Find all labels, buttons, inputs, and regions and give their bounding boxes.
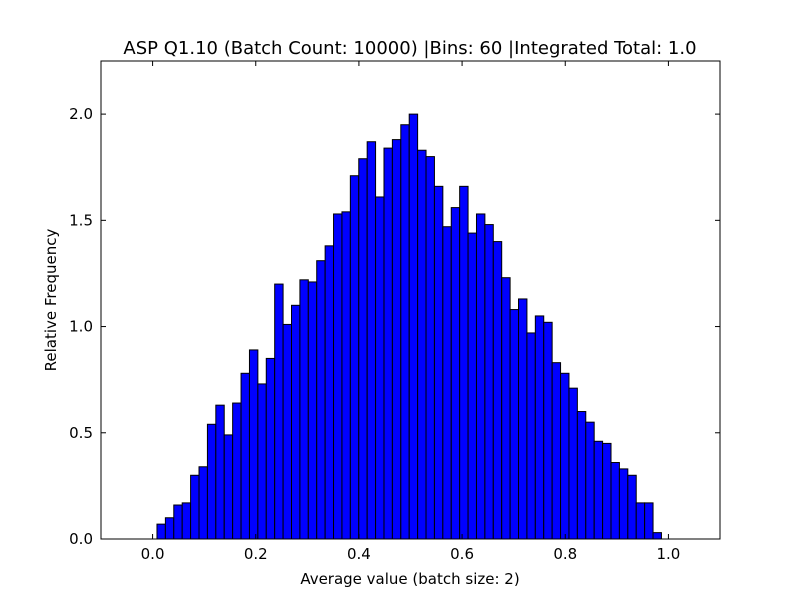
histogram-bar bbox=[257, 383, 267, 540]
y-tick-label: 0.0 bbox=[69, 530, 93, 548]
histogram-bar bbox=[265, 357, 276, 540]
x-axis: 0.0 0.2 0.4 0.6 0.8 1.0 bbox=[141, 61, 680, 563]
histogram-bar bbox=[501, 277, 511, 540]
histogram-bar bbox=[324, 245, 335, 540]
histogram-bar bbox=[644, 502, 654, 540]
x-axis-label: Average value (batch size: 2) bbox=[300, 570, 519, 588]
y-tick-label: 1.5 bbox=[69, 211, 93, 229]
y-tick-label: 0.5 bbox=[69, 424, 93, 442]
histogram-bar bbox=[400, 124, 410, 540]
x-tick-label: 0.6 bbox=[450, 545, 474, 563]
histogram-bar bbox=[349, 175, 360, 540]
chart-title: ASP Q1.10 (Batch Count: 10000) |Bins: 60… bbox=[123, 38, 696, 59]
histogram-bar bbox=[156, 523, 166, 540]
y-tick-label: 1.0 bbox=[69, 318, 93, 336]
histogram-bar bbox=[232, 402, 242, 540]
histogram-bar bbox=[299, 279, 309, 540]
histogram-bar bbox=[492, 241, 503, 540]
histogram-bar bbox=[366, 141, 377, 540]
histogram-bar bbox=[652, 532, 662, 540]
x-tick-label: 1.0 bbox=[656, 545, 680, 563]
histogram-bar bbox=[526, 332, 536, 540]
histogram-bar bbox=[240, 372, 250, 540]
histogram-bar bbox=[576, 411, 587, 540]
histogram-bar bbox=[316, 260, 326, 540]
histogram-bar bbox=[198, 466, 208, 540]
x-tick-label: 0.0 bbox=[141, 545, 165, 563]
x-tick-label: 0.8 bbox=[553, 545, 577, 563]
plot-area-frame bbox=[100, 60, 721, 540]
histogram-bar bbox=[593, 440, 604, 540]
x-tick-label: 0.2 bbox=[244, 545, 268, 563]
histogram-bar bbox=[518, 298, 528, 540]
histogram-bar bbox=[475, 213, 486, 540]
histogram-bar bbox=[341, 211, 351, 540]
histogram-bar bbox=[173, 504, 183, 540]
histogram-bar bbox=[307, 281, 318, 540]
histogram-bar bbox=[459, 185, 469, 540]
histogram-bar bbox=[223, 434, 234, 540]
histogram-bar bbox=[206, 423, 217, 540]
histogram-bar bbox=[585, 421, 595, 540]
histogram-bar bbox=[442, 226, 452, 540]
histogram-bar bbox=[190, 474, 200, 540]
histogram-bar bbox=[484, 224, 494, 540]
histogram-bar bbox=[534, 315, 545, 540]
x-tick-label: 0.4 bbox=[347, 545, 371, 563]
histogram-bar bbox=[635, 502, 646, 540]
histogram-bar bbox=[450, 207, 461, 540]
histogram-bar bbox=[383, 147, 393, 540]
histogram-bar bbox=[164, 517, 175, 540]
histogram-bar bbox=[282, 323, 292, 540]
histogram-bar bbox=[248, 349, 259, 540]
histogram-bar bbox=[358, 158, 368, 540]
histogram-bar bbox=[417, 149, 427, 540]
histogram-bar bbox=[215, 404, 225, 540]
histogram-bar bbox=[433, 185, 444, 540]
histogram-bar bbox=[560, 372, 570, 540]
histogram-bar bbox=[467, 232, 477, 540]
histogram-bar bbox=[509, 309, 520, 540]
y-axis-label: Relative Frequency bbox=[42, 229, 60, 372]
histogram-bar bbox=[181, 502, 192, 540]
histogram-bar bbox=[425, 156, 435, 540]
histogram-bar bbox=[391, 139, 402, 540]
histogram-bar bbox=[375, 196, 385, 540]
histogram-bar bbox=[408, 113, 419, 540]
histogram-bar bbox=[333, 213, 343, 540]
histogram-bar bbox=[610, 462, 620, 540]
histogram-bar bbox=[551, 362, 562, 540]
y-axis: 0.0 0.5 1.0 1.5 2.0 bbox=[69, 105, 720, 548]
y-tick-label: 2.0 bbox=[69, 105, 93, 123]
histogram-bar bbox=[618, 468, 629, 540]
histogram-bar bbox=[627, 474, 637, 540]
histogram-bar bbox=[543, 321, 553, 540]
histogram-bar bbox=[602, 442, 612, 540]
histogram-bar bbox=[274, 283, 284, 540]
histogram-bar bbox=[568, 387, 578, 540]
histogram-bar bbox=[291, 304, 301, 540]
